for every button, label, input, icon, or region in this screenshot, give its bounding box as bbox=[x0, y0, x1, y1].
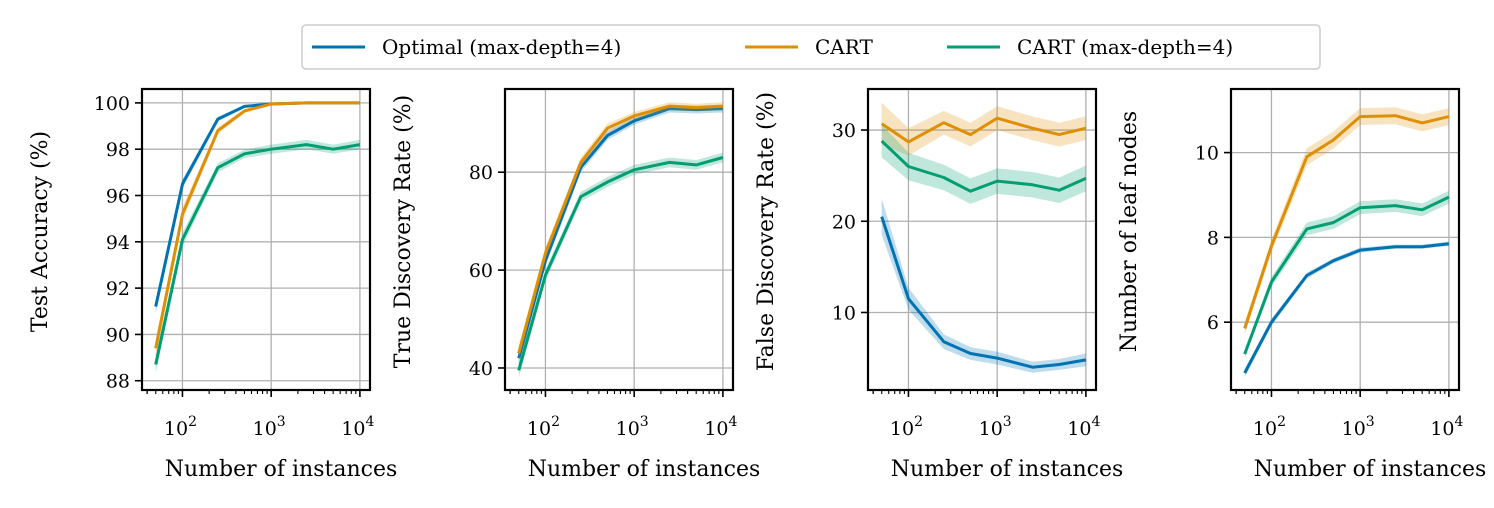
axes-frame bbox=[866, 87, 1098, 392]
y-tick-label: 6 bbox=[1207, 312, 1219, 334]
series-band-cart bbox=[518, 102, 723, 361]
series-line-optimal-max-depth-4 bbox=[880, 216, 1087, 369]
y-axis-label: Number of leaf nodes bbox=[1117, 111, 1142, 352]
y-tick-label: 98 bbox=[106, 139, 130, 161]
y-tick-label: 10 bbox=[1195, 143, 1219, 165]
y-tick-label: 60 bbox=[469, 260, 493, 282]
x-axis-label: Number of instances bbox=[165, 457, 398, 482]
axes-frame bbox=[140, 87, 372, 392]
panel-false-discovery-rate: 10 20 30 102 103 104 Number of instances False … bbox=[754, 87, 1124, 482]
x-tick-label: 102 bbox=[890, 414, 923, 440]
panel-leaf-nodes: 6 8 10 102 103 104 Number of instances Number o… bbox=[1117, 87, 1487, 482]
x-tick-label: 102 bbox=[527, 414, 560, 440]
axes-frame bbox=[503, 87, 735, 392]
x-axis-label: Number of instances bbox=[891, 457, 1124, 482]
x-tick-label: 102 bbox=[164, 414, 197, 440]
y-axis-label: False Discovery Rate (%) bbox=[754, 92, 779, 371]
series-line-optimal-max-depth-4 bbox=[517, 107, 723, 359]
x-tick-label: 103 bbox=[1342, 414, 1375, 440]
series-band-optimal-max-depth-4 bbox=[881, 198, 1086, 373]
y-tick-label: 40 bbox=[469, 358, 493, 380]
series-line-cart bbox=[154, 101, 360, 349]
legend-label-cart: CART bbox=[815, 35, 873, 59]
series-band-optimal-max-depth-4 bbox=[518, 104, 723, 366]
legend-label-optimal: Optimal (max-depth=4) bbox=[382, 35, 621, 59]
axes-frame bbox=[1229, 87, 1461, 392]
series-line-optimal-max-depth-4 bbox=[1243, 242, 1450, 374]
series-line-cart-max-depth-4 bbox=[1243, 195, 1450, 355]
series-line-cart bbox=[517, 104, 723, 354]
x-tick-label: 104 bbox=[341, 414, 374, 440]
y-tick-label: 88 bbox=[106, 371, 130, 393]
y-axis-label: Test Accuracy (%) bbox=[28, 131, 53, 332]
x-tick-label: 102 bbox=[1253, 414, 1286, 440]
series-line-cart bbox=[1243, 114, 1450, 329]
series-band-optimal-max-depth-4 bbox=[1244, 241, 1449, 378]
x-tick-label: 103 bbox=[253, 414, 286, 440]
y-tick-label: 8 bbox=[1207, 227, 1219, 249]
y-tick-label: 20 bbox=[832, 211, 856, 233]
series-band-cart bbox=[881, 102, 1086, 156]
y-axis-label: True Discovery Rate (%) bbox=[391, 95, 416, 368]
panel-true-discovery-rate: 40 60 80 102 103 104 Number of instances True D… bbox=[391, 87, 761, 482]
legend-box bbox=[301, 24, 1321, 70]
y-tick-label: 96 bbox=[106, 186, 130, 208]
y-tick-label: 92 bbox=[106, 278, 130, 300]
y-tick-label: 100 bbox=[94, 93, 130, 115]
x-tick-label: 103 bbox=[616, 414, 649, 440]
x-tick-label: 104 bbox=[1430, 414, 1463, 440]
y-tick-label: 30 bbox=[832, 120, 856, 142]
y-tick-label: 94 bbox=[106, 232, 130, 254]
series-line-cart-max-depth-4 bbox=[154, 143, 361, 365]
series-line-cart-max-depth-4 bbox=[880, 139, 1087, 193]
x-axis-label: Number of instances bbox=[528, 457, 761, 482]
legend-label-cart-depth4: CART (max-depth=4) bbox=[1017, 35, 1233, 59]
x-tick-label: 103 bbox=[979, 414, 1012, 440]
x-tick-label: 104 bbox=[704, 414, 737, 440]
x-axis-label: Number of instances bbox=[1254, 457, 1487, 482]
legend: Optimal (max-depth=4) CART CART (max-dep… bbox=[301, 24, 1321, 70]
panel-test-accuracy: 88 90 92 94 96 98 100 102 103 104 Number of instan… bbox=[28, 87, 398, 482]
y-tick-label: 80 bbox=[469, 162, 493, 184]
y-tick-label: 90 bbox=[106, 324, 130, 346]
x-tick-label: 104 bbox=[1067, 414, 1100, 440]
series-line-cart-max-depth-4 bbox=[517, 156, 724, 371]
series-line-cart bbox=[880, 116, 1087, 144]
y-tick-label: 10 bbox=[832, 302, 856, 324]
